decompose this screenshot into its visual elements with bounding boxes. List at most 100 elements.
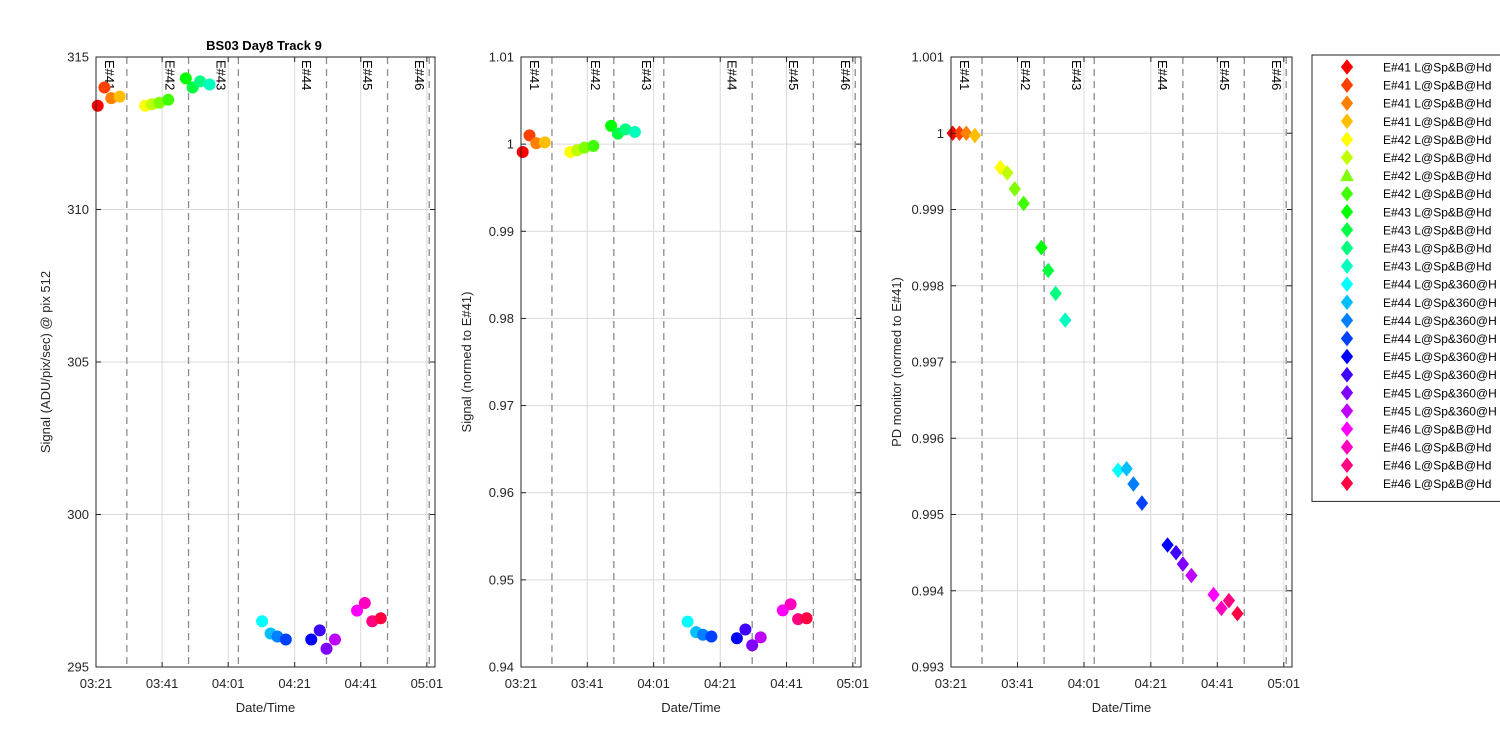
- y-tick-label: 0.99: [489, 224, 514, 239]
- x-axis-label: Date/Time: [236, 700, 295, 715]
- x-tick-label: 04:41: [770, 676, 803, 691]
- x-tick-label: 05:01: [411, 676, 444, 691]
- event-label: E#44: [724, 60, 739, 90]
- legend-entry-label: E#45 L@Sp&360@H: [1383, 350, 1497, 364]
- legend-marker: [1340, 77, 1354, 93]
- data-point: [358, 596, 371, 609]
- data-point: [628, 125, 641, 138]
- data-point: [705, 630, 718, 643]
- data-point: [605, 119, 618, 132]
- y-tick-label: 315: [67, 50, 89, 65]
- y-tick-label: 1.01: [489, 50, 514, 65]
- y-tick-label: 0.95: [489, 572, 514, 587]
- y-tick-label: 0.996: [911, 431, 944, 446]
- chart-panel-3: E#41 E#42 E#43 E#44 E#45 E#46 0.993 0.994 0.995 0…: [889, 50, 1300, 716]
- data-point: [1176, 556, 1190, 572]
- data-point: [179, 72, 192, 85]
- y-tick-label: 0.998: [911, 278, 944, 293]
- legend-entry-label: E#41 L@Sp&B@Hd: [1383, 97, 1491, 111]
- y-tick-label: 0.98: [489, 311, 514, 326]
- y-tick-label: 310: [67, 202, 89, 217]
- legend-marker: [1340, 59, 1354, 75]
- chart-panel-2: E#41 E#42 E#43 E#44 E#45 E#46 0.94 0.95 0.96 0.97…: [459, 50, 869, 716]
- legend-entry-label: E#42 L@Sp&B@Hd: [1383, 169, 1491, 183]
- event-label: E#42: [163, 60, 178, 90]
- event-label: E#45: [786, 60, 801, 90]
- data-point: [162, 93, 175, 106]
- data-point: [587, 139, 600, 152]
- data-point: [800, 612, 813, 625]
- data-point: [1215, 600, 1228, 617]
- legend-marker: [1340, 312, 1354, 329]
- data-point: [1008, 181, 1021, 197]
- event-label: E#46: [838, 60, 853, 90]
- data-point: [113, 90, 126, 103]
- event-label: E#45: [1217, 60, 1232, 90]
- x-tick-label: 03:21: [505, 676, 538, 691]
- event-label: E#43: [213, 60, 228, 90]
- data-point: [754, 631, 767, 644]
- data-point: [1059, 312, 1072, 328]
- legend-marker: [1340, 203, 1354, 220]
- event-label: E#44: [299, 60, 314, 90]
- x-tick-label: 04:41: [1201, 676, 1234, 691]
- legend: E#41 L@Sp&B@Hd E#41 L@Sp&B@Hd E#41 L@Sp&B@…: [1311, 54, 1500, 502]
- y-tick-label: 0.999: [911, 202, 944, 217]
- y-tick-label: 0.993: [911, 660, 944, 675]
- data-point: [746, 639, 759, 652]
- y-tick-label: 295: [67, 660, 89, 675]
- plot-area: [521, 57, 861, 667]
- data-point: [1135, 495, 1149, 511]
- legend-marker: [1340, 294, 1354, 311]
- data-point: [1222, 592, 1236, 609]
- legend-entry-label: E#44 L@Sp&360@H: [1383, 332, 1497, 346]
- data-point: [203, 78, 216, 91]
- legend-marker: [1340, 384, 1354, 401]
- legend-entry-label: E#41 L@Sp&B@Hd: [1383, 115, 1491, 129]
- legend-marker: [1340, 258, 1354, 274]
- legend-entry-label: E#45 L@Sp&360@H: [1383, 368, 1497, 382]
- legend-entry-label: E#43 L@Sp&B@Hd: [1383, 242, 1491, 256]
- legend-marker: [1340, 457, 1354, 474]
- data-point: [256, 615, 269, 628]
- event-label: E#46: [1269, 60, 1284, 90]
- legend-marker: [1340, 330, 1354, 347]
- chart-title: BS03 Day8 Track 9: [206, 38, 322, 53]
- data-point: [279, 633, 292, 646]
- legend-marker: [1340, 475, 1354, 492]
- legend-marker: [1340, 113, 1354, 130]
- legend-entry-label: E#46 L@Sp&B@Hd: [1383, 423, 1491, 437]
- data-point: [320, 642, 333, 655]
- data-point: [1207, 586, 1220, 603]
- data-point: [994, 159, 1007, 176]
- legend-entry-label: E#41 L@Sp&B@Hd: [1383, 79, 1491, 93]
- data-point: [1049, 285, 1062, 302]
- legend-marker: [1340, 276, 1354, 293]
- x-tick-label: 03:21: [80, 676, 113, 691]
- data-point: [1169, 544, 1183, 561]
- x-axis-label: Date/Time: [661, 700, 720, 715]
- legend-marker: [1340, 366, 1354, 383]
- y-axis-label: Signal (ADU/pix/sec) @ pix 512: [38, 271, 53, 453]
- legend-entry-label: E#43 L@Sp&B@Hd: [1383, 205, 1491, 219]
- legend-entry-label: E#41 L@Sp&B@Hd: [1383, 61, 1491, 75]
- event-label: E#42: [588, 60, 603, 90]
- data-point: [1231, 605, 1244, 622]
- x-tick-label: 04:21: [278, 676, 311, 691]
- data-point: [516, 145, 529, 158]
- data-point: [681, 615, 694, 628]
- data-point: [730, 632, 743, 645]
- legend-marker: [1340, 348, 1354, 365]
- data-point: [91, 99, 104, 112]
- y-tick-label: 0.995: [911, 507, 944, 522]
- legend-marker: [1340, 168, 1354, 182]
- data-point: [784, 598, 797, 611]
- y-tick-label: 0.96: [489, 485, 514, 500]
- y-tick-label: 0.97: [489, 398, 514, 413]
- legend-marker: [1340, 421, 1354, 437]
- legend-marker: [1340, 131, 1354, 148]
- data-point: [351, 604, 364, 617]
- data-point: [305, 633, 318, 646]
- x-tick-label: 04:21: [704, 676, 737, 691]
